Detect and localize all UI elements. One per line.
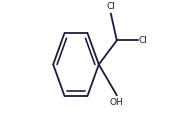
Text: Cl: Cl [139, 36, 148, 45]
Text: Cl: Cl [106, 2, 115, 11]
Text: OH: OH [110, 98, 124, 107]
